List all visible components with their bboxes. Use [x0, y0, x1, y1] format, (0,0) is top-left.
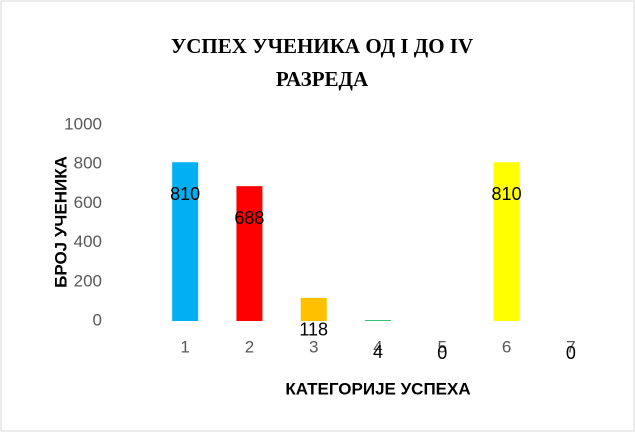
bar	[300, 297, 327, 321]
x-axis-title: КАТЕГОРИЈЕ УСПЕХА	[285, 379, 470, 398]
y-tick-label: 400	[74, 232, 102, 251]
x-tick-label: 3	[309, 337, 318, 356]
y-tick-label: 600	[74, 193, 102, 212]
value-label: 0	[566, 343, 576, 363]
x-tick-label: 1	[180, 337, 189, 356]
bar	[493, 162, 520, 321]
value-label: 118	[299, 320, 328, 340]
x-tick-label: 5	[438, 337, 447, 356]
x-tick-label: 4	[373, 337, 382, 356]
value-label: 810	[170, 184, 200, 204]
y-axis-title: БРОЈ УЧЕНИКА	[51, 156, 70, 288]
value-label: 0	[437, 343, 447, 363]
y-tick-label: 1000	[64, 114, 102, 133]
value-label: 810	[492, 184, 522, 204]
value-label: 4	[373, 342, 383, 362]
y-tick-label: 800	[74, 154, 102, 173]
x-tick-label: 2	[245, 337, 254, 356]
bar	[236, 186, 263, 321]
value-label: 688	[234, 208, 264, 228]
x-tick-label: 6	[502, 337, 511, 356]
x-tick-label: 7	[566, 337, 575, 356]
bar	[365, 320, 391, 321]
bar	[172, 162, 199, 321]
y-tick-label: 0	[93, 310, 102, 329]
chart-title: УСПЕХ УЧЕНИКА ОД I ДО IV РАЗРЕДА	[170, 34, 474, 91]
y-tick-label: 200	[74, 271, 102, 290]
